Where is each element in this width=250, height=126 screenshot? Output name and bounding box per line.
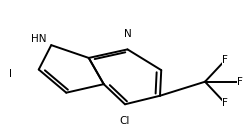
Text: Cl: Cl xyxy=(120,116,130,126)
Text: F: F xyxy=(237,77,243,87)
Text: F: F xyxy=(222,55,228,65)
Text: I: I xyxy=(8,69,12,79)
Text: F: F xyxy=(222,98,228,108)
Text: N: N xyxy=(124,29,132,39)
Text: HN: HN xyxy=(31,34,46,44)
